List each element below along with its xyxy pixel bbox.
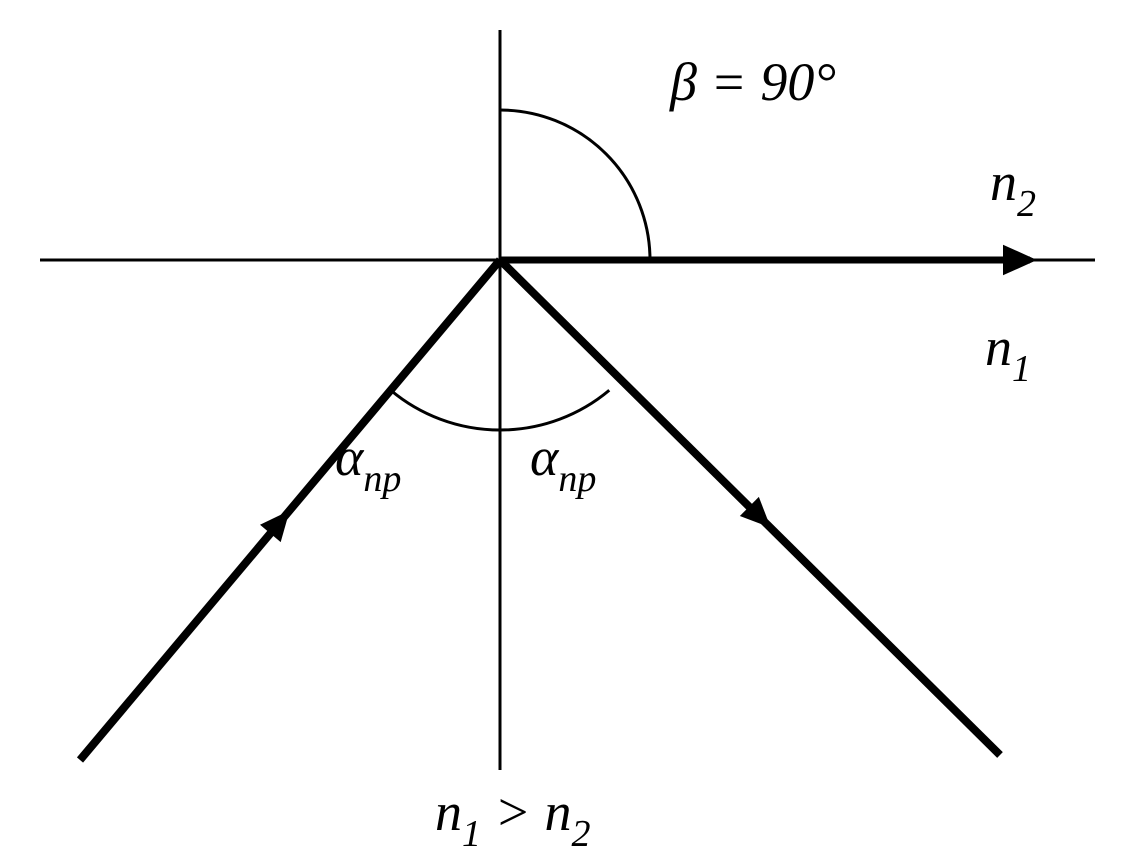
incident-ray-line xyxy=(80,260,500,760)
label-n1: n1 xyxy=(985,317,1031,390)
label-alpha-left: αпр xyxy=(335,427,401,500)
label-alpha-right-sub: пр xyxy=(558,458,596,500)
refracted-ray xyxy=(500,245,1037,276)
label-condition-sub-r: 2 xyxy=(571,813,590,850)
label-n2-sub: 2 xyxy=(1017,183,1036,225)
refracted-ray-arrow xyxy=(1003,245,1037,276)
beta-arc xyxy=(500,110,650,260)
label-condition: n1 > n2 xyxy=(435,782,590,850)
label-condition-sub-l: 1 xyxy=(462,813,481,850)
label-n1-sub: 1 xyxy=(1012,348,1031,390)
label-n2: n2 xyxy=(990,152,1036,225)
reflected-ray xyxy=(500,260,1000,755)
incident-ray xyxy=(80,260,500,760)
label-alpha-right: αпр xyxy=(530,427,596,500)
label-alpha-left-sub: пр xyxy=(363,458,401,500)
refraction-diagram: β = 90° n2 n1 αпр αпр n1 > n2 xyxy=(0,0,1130,850)
label-beta: β = 90° xyxy=(669,52,836,112)
